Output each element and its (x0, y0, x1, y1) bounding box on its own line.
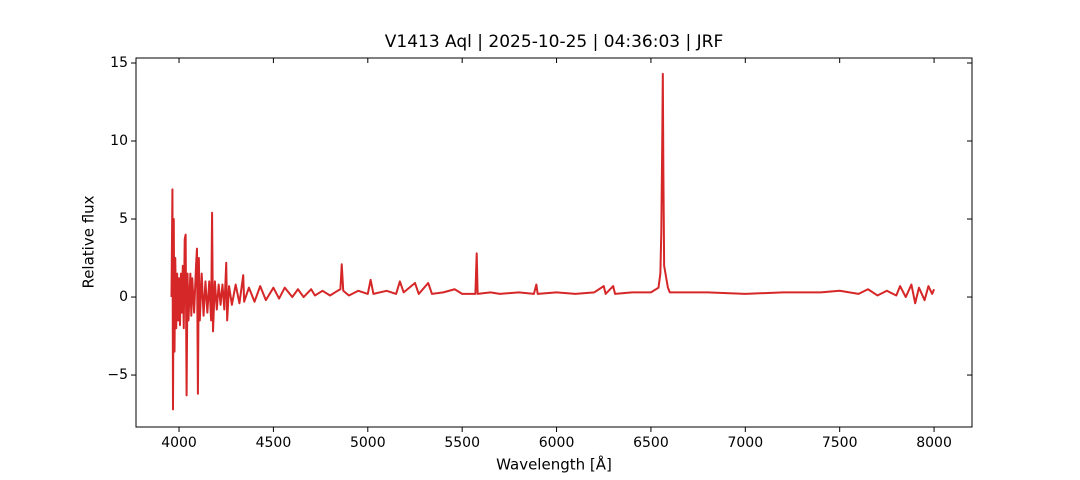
x-tick-label: 6500 (633, 435, 669, 451)
plot-frame (135, 57, 973, 428)
y-tick-label: 10 (110, 133, 128, 149)
x-axis-label: Wavelength [Å] (496, 455, 612, 474)
y-tick-label: 5 (119, 211, 128, 227)
chart-title: V1413 Aql | 2025-10-25 | 04:36:03 | JRF (385, 32, 724, 52)
y-axis-label: Relative flux (80, 195, 98, 288)
y-tick-label: 0 (119, 289, 128, 305)
x-tick-label: 4000 (161, 435, 197, 451)
spectrum-line (170, 72, 935, 411)
y-tick-label: 15 (110, 55, 128, 71)
x-tick-label: 6000 (539, 435, 575, 451)
x-tick-label: 7000 (727, 435, 763, 451)
x-tick-label: 4500 (256, 435, 292, 451)
x-tick-label: 7500 (822, 435, 858, 451)
x-tick-label: 5000 (350, 435, 386, 451)
x-tick-label: 8000 (916, 435, 952, 451)
x-tick-label: 5500 (444, 435, 480, 451)
y-tick-label: −5 (107, 367, 128, 383)
